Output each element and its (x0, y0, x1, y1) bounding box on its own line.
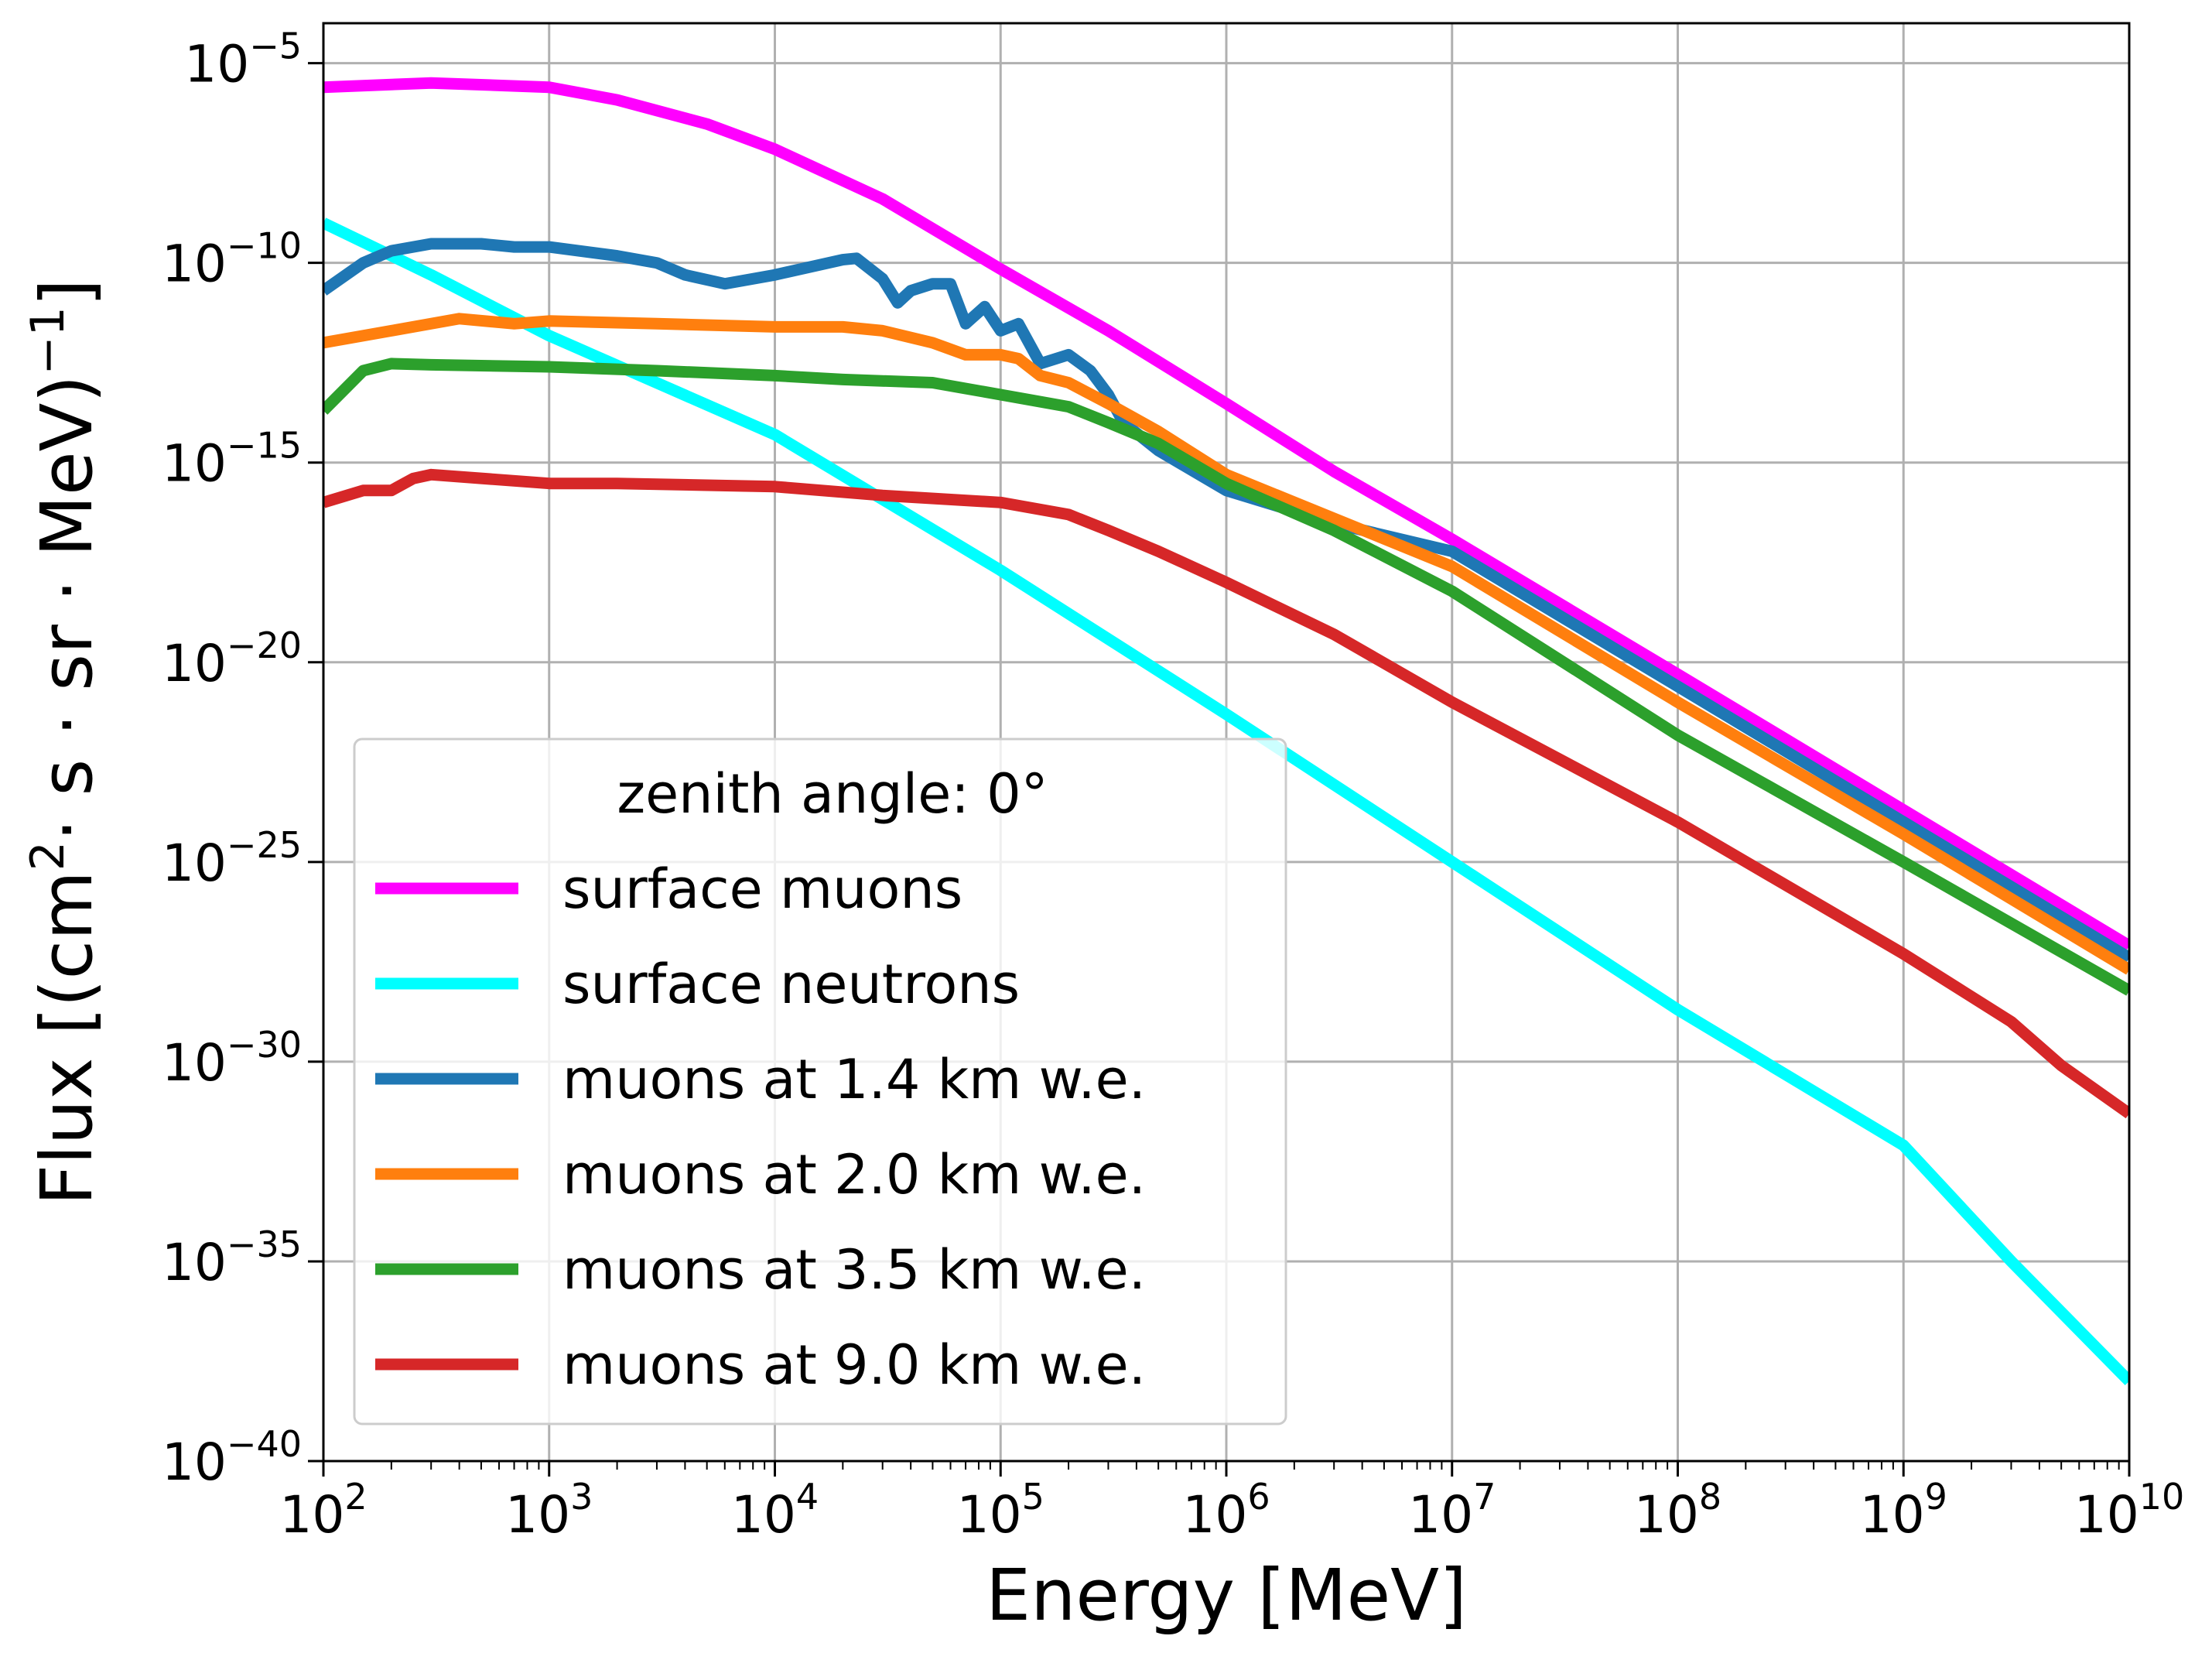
y-tick-base: 10 (162, 434, 227, 494)
legend-label-muons-at-1-4-km-w-e: muons at 1.4 km w.e. (562, 1048, 1146, 1111)
x-tick-exp: 4 (796, 1476, 819, 1518)
y-tick-exp: −25 (227, 824, 302, 866)
x-tick-base: 10 (505, 1485, 570, 1545)
major-ticks (308, 62, 2131, 1477)
y-axis-title-part-5: ] (26, 279, 108, 306)
x-tick-base: 10 (2074, 1485, 2139, 1545)
y-tick-label: 10−25 (162, 824, 302, 893)
legend-label-muons-at-3-5-km-w-e: muons at 3.5 km w.e. (562, 1238, 1146, 1302)
y-tick-label: 10−5 (184, 26, 302, 94)
legend-title: zenith angle: 0° (617, 762, 1048, 826)
y-axis-title-sup-2: 2 (21, 841, 75, 871)
y-tick-label: 10−10 (162, 225, 302, 294)
x-tick-labels: 102 103 104 105 106 107 108 109 1010 (279, 1476, 2184, 1545)
legend: zenith angle: 0° surface muons surface ne… (353, 738, 1287, 1425)
x-tick-label: 106 (1182, 1476, 1270, 1545)
y-axis-title-part-3: · s · sr · MeV) (26, 375, 108, 841)
y-tick-base: 10 (184, 35, 249, 94)
y-tick-label: 10−40 (162, 1423, 302, 1492)
y-tick-base: 10 (162, 1432, 227, 1492)
y-tick-exp: −30 (227, 1024, 302, 1066)
series-line-muons-at-9-0-km-w-e (323, 468, 2129, 1119)
y-tick-exp: −35 (227, 1223, 302, 1265)
series-line-muons-at-2-0-km-w-e (323, 313, 2129, 975)
legend-entries: surface muons surface neutrons muons at 1.… (375, 857, 1146, 1397)
x-tick-label: 108 (1634, 1476, 1721, 1545)
y-tick-exp: −40 (227, 1423, 302, 1465)
x-tick-exp: 7 (1473, 1476, 1496, 1518)
y-tick-exp: −5 (249, 26, 302, 67)
y-tick-exp: −10 (227, 225, 302, 267)
y-tick-label: 10−30 (162, 1024, 302, 1093)
plot-area (323, 77, 2129, 1386)
x-axis-title: Energy [MeV] (986, 1554, 1467, 1637)
y-tick-base: 10 (162, 1233, 227, 1292)
x-tick-label: 104 (731, 1476, 819, 1545)
minor-ticks (390, 1461, 2120, 1470)
x-tick-label: 105 (957, 1476, 1044, 1545)
x-tick-base: 10 (279, 1485, 344, 1545)
legend-label-muons-at-2-0-km-w-e: muons at 2.0 km w.e. (562, 1143, 1146, 1206)
x-tick-label: 1010 (2074, 1476, 2185, 1545)
x-tick-base: 10 (1634, 1485, 1699, 1545)
y-tick-label: 10−35 (162, 1223, 302, 1292)
y-tick-base: 10 (162, 234, 227, 294)
y-tick-label: 10−15 (162, 425, 302, 494)
y-tick-exp: −15 (227, 425, 302, 467)
legend-box (353, 738, 1287, 1425)
x-tick-base: 10 (957, 1485, 1022, 1545)
legend-label-muons-at-9-0-km-w-e: muons at 9.0 km w.e. (562, 1333, 1146, 1397)
x-tick-base: 10 (1408, 1485, 1473, 1545)
y-tick-base: 10 (162, 833, 227, 893)
series-line-surface-neutrons (323, 217, 2129, 1386)
x-tick-label: 103 (505, 1476, 593, 1545)
legend-label-surface-neutrons: surface neutrons (562, 953, 1020, 1016)
y-tick-base: 10 (162, 634, 227, 693)
x-tick-exp: 6 (1247, 1476, 1270, 1518)
y-axis-title: Flux [(cm2· s · sr · MeV)−1] (21, 279, 108, 1205)
x-tick-label: 109 (1860, 1476, 1947, 1545)
y-tick-exp: −20 (227, 625, 302, 666)
x-tick-label: 102 (279, 1476, 367, 1545)
x-tick-base: 10 (1182, 1485, 1247, 1545)
legend-label-surface-muons: surface muons (562, 857, 962, 921)
x-tick-exp: 10 (2139, 1476, 2185, 1518)
x-tick-exp: 8 (1699, 1476, 1721, 1518)
y-tick-label: 10−20 (162, 625, 302, 693)
y-axis-title-sup-minus1: −1 (21, 306, 75, 375)
y-tick-base: 10 (162, 1033, 227, 1093)
y-axis-title-part-1: Flux [(cm (26, 871, 108, 1205)
x-tick-exp: 3 (570, 1476, 593, 1518)
x-tick-base: 10 (731, 1485, 796, 1545)
series-line-muons-at-3-5-km-w-e (323, 358, 2129, 996)
series-line-muons-at-1-4-km-w-e (323, 238, 2129, 963)
x-tick-label: 107 (1408, 1476, 1496, 1545)
x-tick-exp: 2 (344, 1476, 367, 1518)
x-tick-base: 10 (1860, 1485, 1925, 1545)
series-line-surface-muons (323, 77, 2129, 951)
x-tick-exp: 9 (1925, 1476, 1947, 1518)
x-tick-exp: 5 (1022, 1476, 1044, 1518)
